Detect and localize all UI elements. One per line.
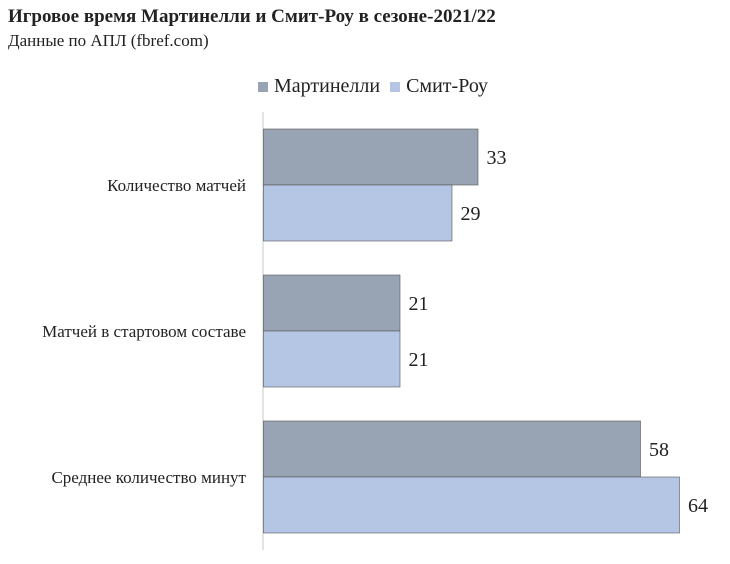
data-label: 21: [409, 349, 429, 371]
bar-martinelli: [263, 420, 641, 478]
legend-item-smith-rowe: Смит-Роу: [390, 75, 488, 98]
chart-subtitle: Данные по АПЛ (fbref.com): [8, 31, 209, 50]
legend-item-martinelli: Мартинелли: [258, 75, 380, 98]
data-label: 58: [649, 439, 669, 461]
bar-smith-rowe: [263, 184, 453, 242]
bar-martinelli: [263, 128, 479, 186]
legend-swatch-smith-rowe: [390, 81, 401, 92]
data-label: 21: [409, 293, 429, 315]
data-label: 33: [487, 147, 507, 169]
bar-martinelli: [263, 274, 401, 332]
category-label: Среднее количество минут: [51, 468, 246, 487]
chart-title: Игровое время Мартинелли и Смит-Роу в се…: [8, 6, 496, 27]
data-label: 64: [688, 495, 708, 517]
plot-area: Количество матчей 33 29 Матчей в стартовом …: [42, 112, 708, 550]
legend: Мартинелли Смит-Роу: [258, 75, 498, 98]
bar-smith-rowe: [263, 330, 401, 388]
legend-label-martinelli: Мартинелли: [274, 75, 381, 97]
bar-smith-rowe: [263, 476, 680, 534]
legend-swatch-martinelli: [258, 81, 268, 92]
category-label: Матчей в стартовом составе: [42, 322, 246, 341]
category-label: Количество матчей: [107, 176, 246, 195]
legend-label-smith-rowe: Смит-Роу: [406, 75, 489, 97]
data-label: 29: [461, 203, 481, 225]
